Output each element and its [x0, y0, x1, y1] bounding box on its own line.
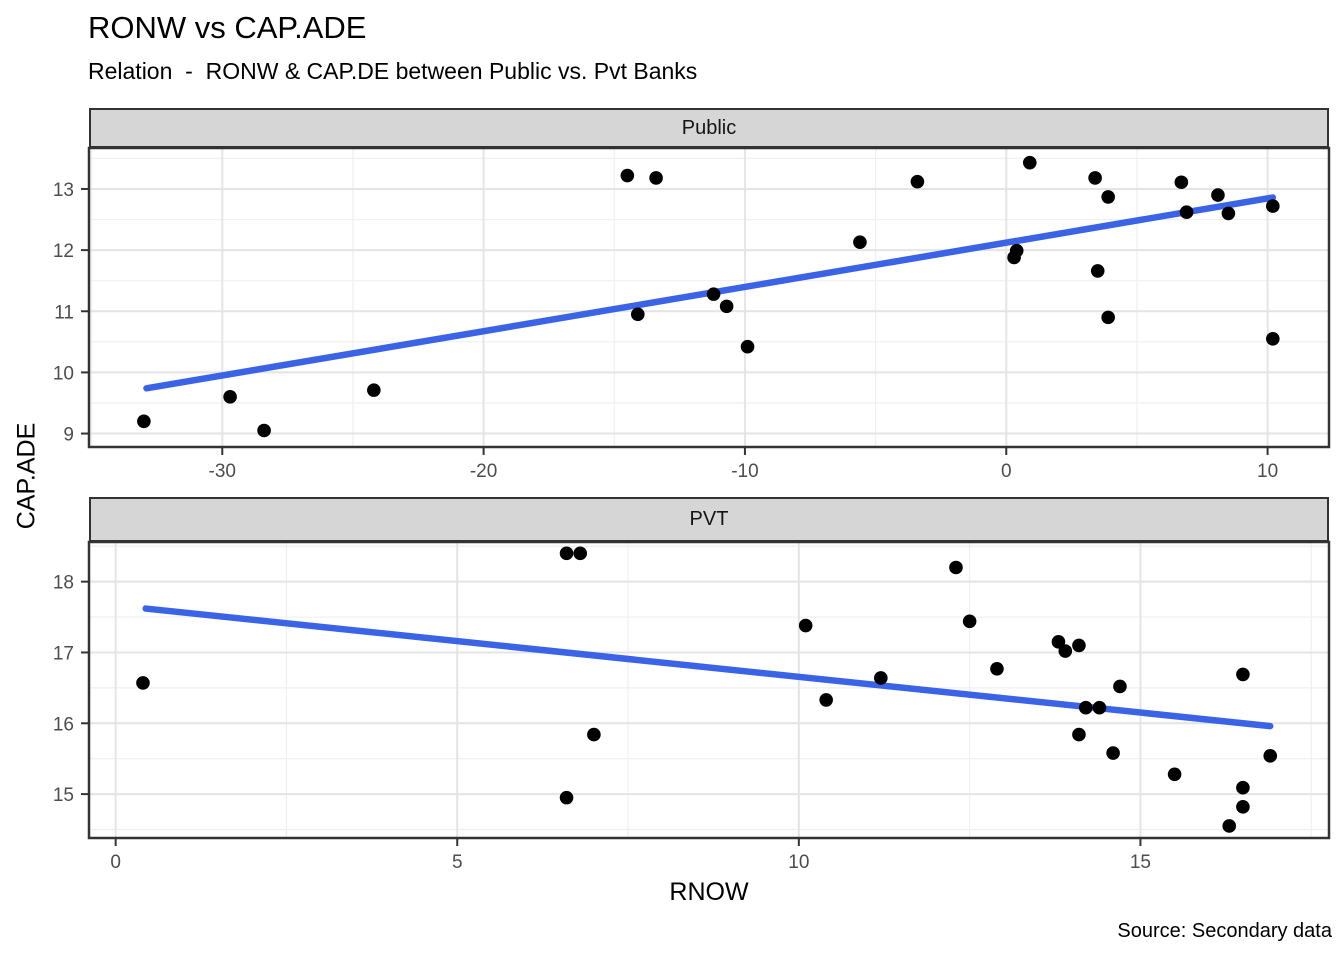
data-point — [1078, 700, 1093, 715]
x-tick-label: 10 — [788, 852, 809, 873]
data-point — [1236, 780, 1250, 795]
y-tick-label: 13 — [53, 180, 74, 201]
data-point — [874, 671, 888, 685]
data-point — [949, 560, 963, 575]
data-point — [620, 168, 635, 183]
facet-panel-pvt: 15 16 17 18 0 5 10 15 — [53, 540, 1331, 873]
source-caption: Source: Secondary data — [1117, 920, 1332, 942]
data-point — [1101, 190, 1115, 204]
x-tick-label: 15 — [1130, 852, 1151, 873]
data-point — [136, 676, 150, 690]
x-axis-title: RNOW — [669, 878, 749, 906]
data-point — [910, 174, 925, 189]
y-tick-label: 10 — [53, 363, 74, 384]
data-point — [1266, 331, 1280, 346]
x-tick-label: -10 — [731, 461, 758, 482]
data-point — [1072, 727, 1086, 742]
data-point — [740, 339, 755, 354]
data-point — [559, 790, 574, 805]
data-point — [1266, 199, 1280, 213]
x-tick-label: -30 — [209, 461, 236, 482]
panel-border — [87, 146, 1331, 449]
facet-strip-public-label: Public — [681, 116, 737, 139]
data-point — [962, 614, 977, 629]
data-point — [1211, 188, 1225, 202]
facet-strip-pvt: PVT — [89, 497, 1329, 542]
y-tick-label: 16 — [53, 714, 74, 735]
data-point — [1072, 638, 1086, 653]
data-point — [1106, 746, 1120, 760]
x-tick-label: 0 — [1001, 461, 1012, 482]
data-point — [1088, 171, 1102, 185]
data-point — [1009, 243, 1024, 258]
y-tick-label: 9 — [63, 425, 74, 446]
x-tick-label: 0 — [110, 852, 121, 873]
data-point — [649, 171, 663, 185]
x-tick-label: 5 — [452, 852, 463, 873]
data-point — [1236, 667, 1250, 682]
data-point — [137, 414, 151, 429]
data-point — [573, 546, 588, 561]
data-point — [706, 287, 721, 301]
data-point — [1101, 310, 1115, 325]
y-tick-label: 12 — [53, 241, 74, 262]
data-point — [798, 618, 813, 633]
data-point — [819, 693, 833, 707]
panel-border — [87, 540, 1331, 840]
data-point — [367, 383, 381, 397]
data-point — [853, 235, 867, 249]
data-point — [223, 390, 237, 404]
data-point — [1236, 800, 1250, 814]
data-point — [719, 299, 734, 314]
y-tick-label: 17 — [53, 643, 74, 664]
x-tick-label: 10 — [1257, 461, 1278, 482]
data-point — [1022, 155, 1037, 170]
facet-strip-pvt-label: PVT — [689, 508, 729, 530]
y-tick-label: 11 — [54, 302, 74, 323]
data-point — [587, 727, 601, 742]
x-tick-label: -20 — [470, 461, 497, 482]
data-point — [559, 546, 574, 561]
data-point — [1058, 644, 1073, 658]
data-point — [1174, 175, 1189, 190]
data-point — [630, 307, 645, 322]
chart-subtitle: Relation - RONW & CAP.DE between Public … — [88, 58, 698, 84]
facet-panel-public: 9 10 11 12 13 -30 -20 -10 0 10 — [53, 146, 1331, 482]
y-tick-label: 18 — [53, 573, 74, 594]
chart-title: RONW vs CAP.ADE — [88, 10, 367, 45]
data-point — [1167, 767, 1182, 782]
data-point — [1221, 206, 1236, 221]
y-axis-title: CAP.ADE — [12, 422, 41, 530]
data-point — [1090, 264, 1105, 278]
y-tick-label: 15 — [53, 785, 74, 806]
data-point — [1263, 749, 1278, 763]
data-point — [990, 661, 1004, 676]
data-point — [1092, 700, 1107, 715]
data-point — [1179, 205, 1194, 220]
facet-strip-public: Public — [89, 108, 1329, 148]
data-point — [1222, 819, 1237, 833]
data-point — [257, 423, 271, 438]
data-point — [1113, 679, 1127, 694]
